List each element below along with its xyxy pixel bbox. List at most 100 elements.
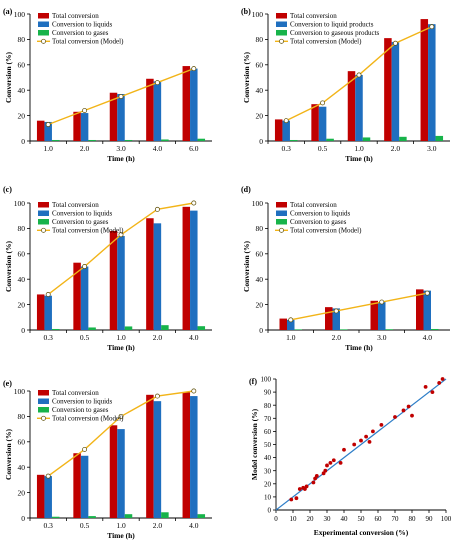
legend-swatch [276, 21, 287, 27]
x-tick-label: 0.3 [44, 521, 54, 530]
y-tick-label: 40 [264, 454, 272, 462]
scatter-point [406, 404, 411, 409]
x-tick-label: 0.5 [80, 521, 90, 530]
legend-label: Conversion to liquid products [290, 21, 374, 29]
model-point [379, 299, 385, 305]
model-line [290, 292, 428, 321]
y-tick-label: 80 [256, 224, 264, 233]
bar [80, 266, 89, 330]
x-tick-label: 2.0 [391, 144, 401, 153]
scatter-point [410, 413, 414, 418]
bar [109, 425, 118, 518]
y-tick-label: 100 [252, 10, 264, 19]
bar [420, 19, 429, 141]
bar [362, 137, 371, 141]
bar [117, 94, 125, 141]
legend-label: Conversion to liquids [52, 210, 113, 218]
bar [384, 38, 392, 141]
bar [325, 307, 333, 330]
bar [36, 294, 45, 330]
bar [318, 106, 327, 141]
scatter-point [314, 474, 319, 478]
legend-label: Conversion to gases [52, 29, 109, 37]
bar [124, 139, 133, 141]
model-point [45, 291, 51, 297]
model-point [154, 393, 160, 399]
model-point [283, 118, 289, 124]
model-point [45, 122, 51, 127]
legend-label: Conversion to liquids [290, 210, 351, 218]
x-tick-label: 0.5 [80, 333, 90, 342]
bar [51, 516, 60, 518]
y-tick-label: 50 [264, 441, 272, 449]
bar [161, 512, 169, 518]
x-tick-label: 0.3 [44, 333, 54, 342]
bar [326, 138, 334, 141]
x-tick-label: 3.0 [377, 333, 387, 342]
x-tick-label: 0 [274, 515, 278, 523]
bar [385, 329, 393, 330]
bar [153, 81, 162, 141]
legend-label: Total conversion [52, 389, 99, 397]
panel-label: (e) [3, 379, 12, 388]
model-point [118, 232, 124, 238]
x-tick-label: 0.3 [282, 144, 292, 153]
scatter-point [304, 484, 309, 489]
x-axis-label: Time (h) [345, 154, 373, 163]
legend-swatch [38, 13, 49, 19]
bar [282, 120, 290, 141]
legend-swatch [276, 30, 287, 36]
model-point [191, 388, 197, 394]
y-axis-label: Model conversion (%) [250, 408, 259, 480]
bar [311, 104, 319, 141]
scatter-point [325, 463, 329, 468]
bar [80, 113, 89, 141]
x-tick-label: 70 [392, 515, 400, 523]
y-tick-label: 80 [18, 224, 26, 233]
model-point [82, 446, 88, 452]
bar [274, 119, 283, 141]
x-tick-label: 2.0 [153, 333, 163, 342]
legend-label: Total conversion [290, 12, 337, 20]
y-tick-label: 100 [14, 199, 26, 208]
x-tick-label: 40 [341, 515, 349, 523]
legend-label: Conversion to gaseous products [290, 29, 380, 37]
model-point [118, 413, 124, 419]
y-tick-label: 40 [256, 275, 264, 284]
x-tick-label: 1.0 [354, 144, 364, 153]
y-axis-label: Conversion (%) [242, 51, 251, 103]
legend-label: Conversion to gases [290, 218, 347, 226]
y-axis-label: Conversion (%) [242, 240, 251, 292]
bar [153, 401, 162, 518]
scatter-point [367, 439, 372, 444]
x-tick-label: 1.0 [116, 521, 126, 530]
y-tick-label: 100 [252, 199, 264, 208]
bar [332, 308, 340, 330]
bar [73, 262, 81, 330]
bar [347, 71, 356, 141]
y-tick-label: 20 [256, 111, 264, 120]
x-tick-label: 3.0 [116, 144, 126, 153]
y-axis-label: Conversion (%) [4, 428, 13, 480]
bar [161, 139, 169, 141]
model-point [82, 264, 88, 269]
panel-label: (d) [241, 185, 251, 194]
model-point [320, 100, 326, 106]
model-point [82, 108, 88, 113]
bar [190, 396, 198, 518]
legend-marker [279, 38, 284, 44]
model-point [392, 40, 398, 46]
legend-marker [41, 38, 46, 44]
y-tick-label: 80 [256, 35, 264, 44]
y-axis-label: Conversion (%) [4, 51, 13, 103]
model-point [118, 94, 124, 100]
legend-swatch [276, 202, 287, 208]
x-tick-label: 2.0 [332, 333, 342, 342]
x-tick-label: 4.0 [189, 333, 199, 342]
bar [431, 328, 439, 330]
scatter-point [359, 438, 363, 443]
legend-label: Total conversion (Model) [52, 415, 124, 423]
bar [36, 120, 45, 141]
y-tick-label: 100 [14, 10, 26, 19]
